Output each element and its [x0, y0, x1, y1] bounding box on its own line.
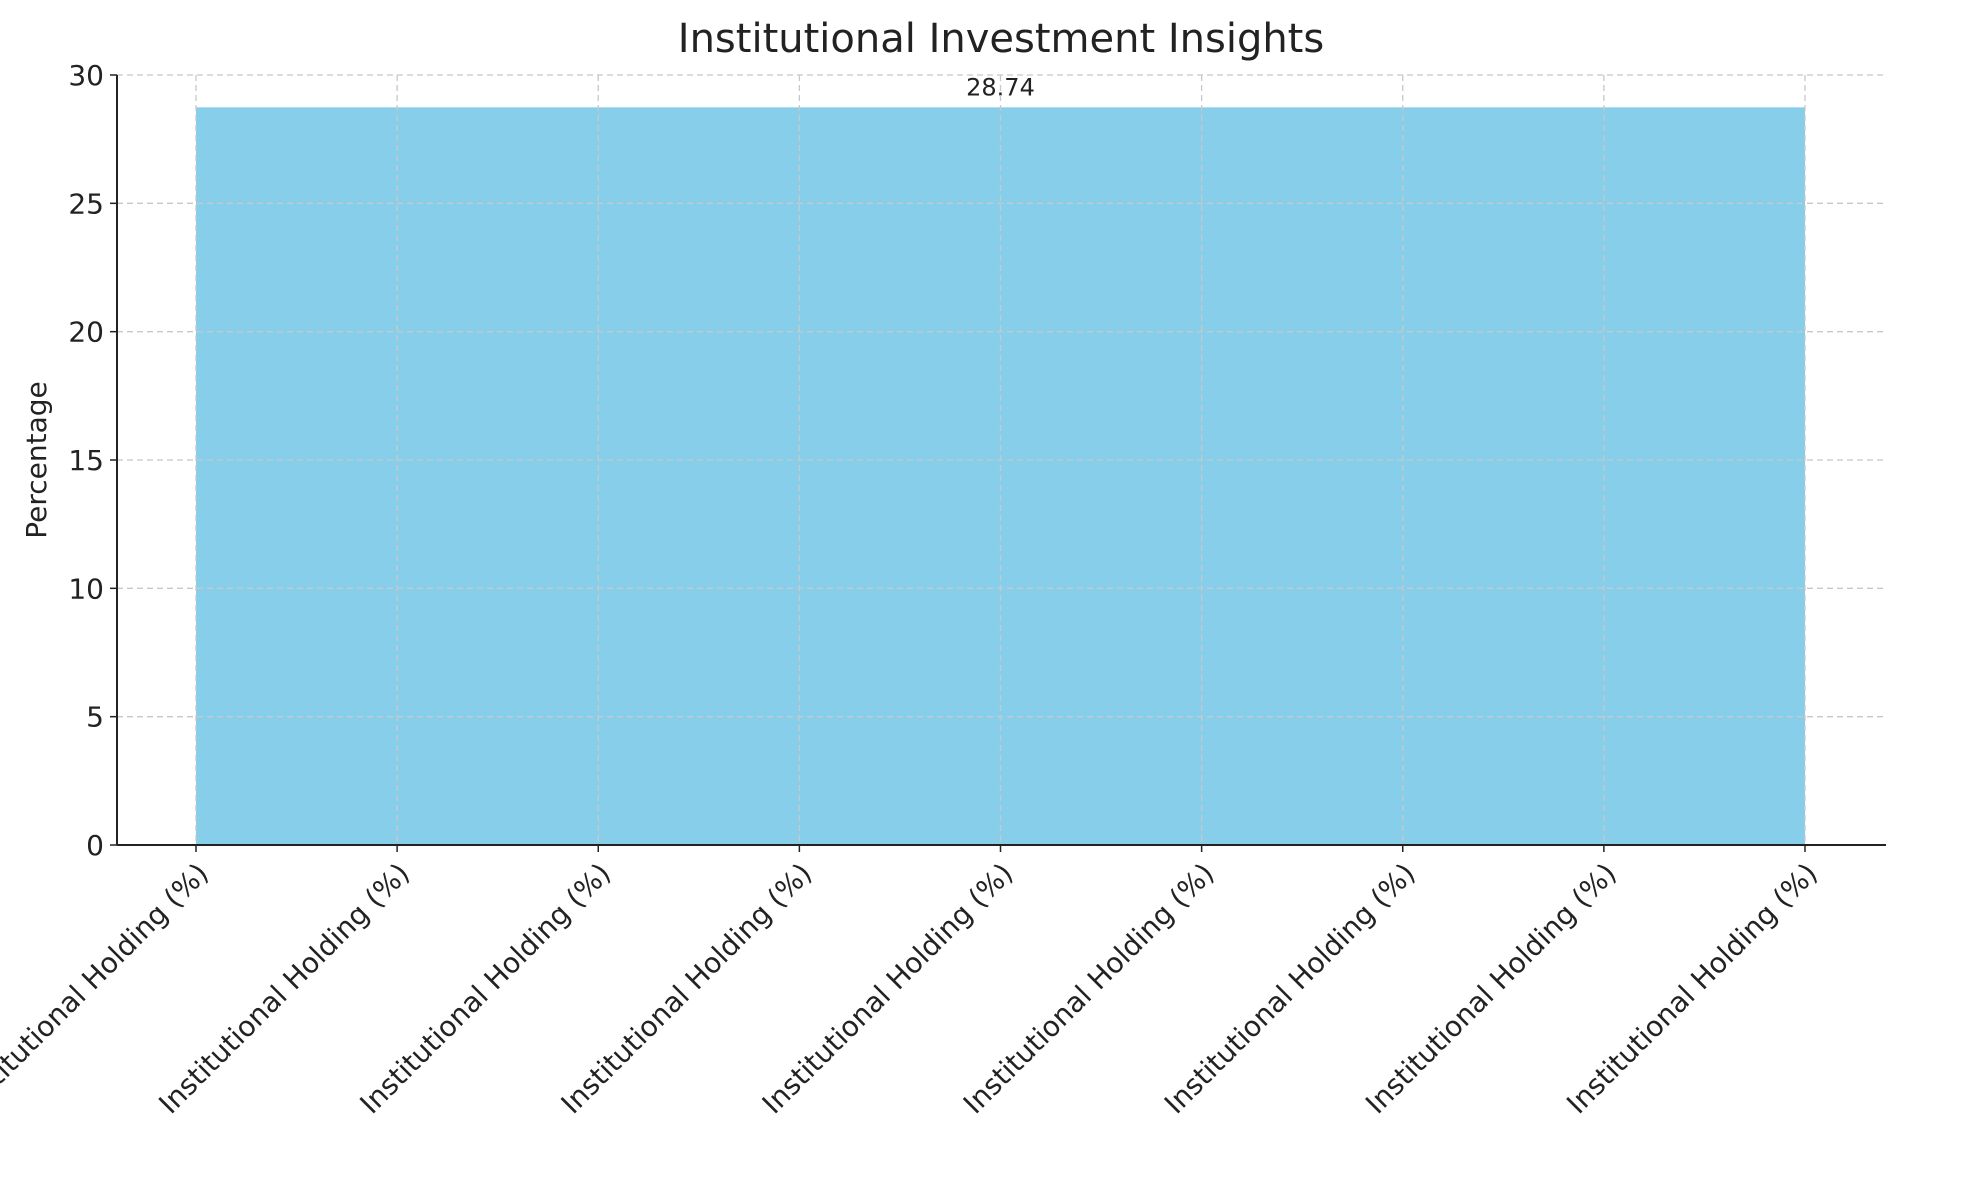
y-tick-label: 15 — [68, 444, 104, 477]
y-tick-label: 5 — [86, 701, 104, 734]
y-axis-label: Percentage — [20, 381, 53, 539]
y-tick-label: 25 — [68, 187, 104, 220]
y-tick-label: 30 — [68, 59, 104, 92]
y-tick-label: 10 — [68, 572, 104, 605]
chart-title: Institutional Investment Insights — [678, 16, 1324, 62]
y-tick-label: 0 — [86, 829, 104, 862]
y-tick-label: 20 — [68, 316, 104, 349]
